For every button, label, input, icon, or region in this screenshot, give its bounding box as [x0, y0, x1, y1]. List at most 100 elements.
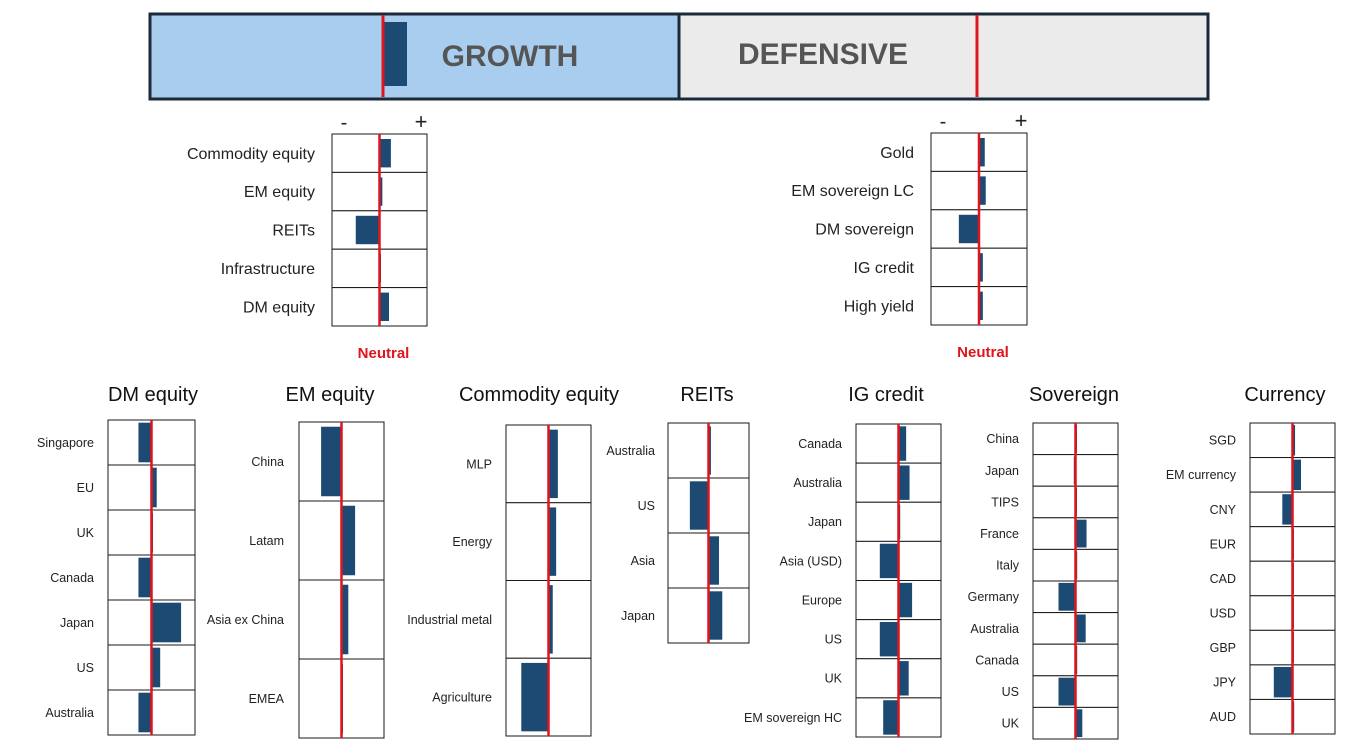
growth-neutral-label: Neutral: [358, 345, 410, 362]
dm-equity-bar: [138, 557, 152, 598]
defensive-category-label: EM sovereign LC: [791, 183, 914, 200]
currency-category-label: EM currency: [1166, 468, 1237, 482]
sovereign-bar: [1058, 677, 1076, 706]
currency-bar: [1273, 666, 1293, 698]
currency-category-label: SGD: [1209, 434, 1236, 448]
currency-category-label: CNY: [1210, 503, 1237, 517]
dm-equity-bar: [138, 422, 152, 463]
ig-credit-bar: [898, 661, 909, 696]
ig-credit-panel: Canada Australia Japan Asia (USD) Europe US UK…: [744, 384, 942, 738]
sovereign-category-label: UK: [1002, 717, 1020, 731]
currency-bar: [1292, 425, 1296, 456]
reits-category-label: US: [638, 499, 655, 513]
reits-category-label: Australia: [606, 444, 655, 458]
growth-category-label: Infrastructure: [221, 261, 315, 278]
defensive-neutral-label: Neutral: [957, 344, 1009, 361]
growth-panel: Commodity equity EM equity REITs Infrastruc…: [187, 109, 428, 362]
defensive-bar: [979, 137, 985, 167]
currency-category-label: JPY: [1213, 676, 1237, 690]
ig-credit-category-label: Canada: [798, 437, 842, 451]
ig-credit-category-label: Japan: [808, 515, 842, 529]
ig-credit-category-label: US: [825, 633, 842, 647]
growth-bar: [379, 138, 391, 168]
commodity-equity-bar: [548, 507, 557, 576]
ig-credit-title: IG credit: [848, 384, 924, 406]
growth-category-label: DM equity: [243, 299, 315, 316]
sovereign-bar: [1075, 709, 1083, 738]
defensive-bar: [979, 291, 983, 321]
dm-equity-category-label: Japan: [60, 616, 94, 630]
ig-credit-bar: [879, 543, 899, 579]
growth-banner-label: GROWTH: [442, 40, 579, 73]
defensive-category-label: Gold: [880, 145, 914, 162]
sovereign-category-label: Canada: [975, 653, 1019, 667]
reits-bar: [689, 481, 709, 530]
em-equity-title: EM equity: [286, 384, 375, 406]
em-equity-category-label: Asia ex China: [207, 613, 284, 627]
reits-panel: Australia US Asia Japan REITs: [606, 384, 750, 644]
ig-credit-category-label: Asia (USD): [779, 554, 842, 568]
growth-bar: [355, 215, 380, 245]
growth-banner-bar: [383, 22, 407, 86]
ig-credit-category-label: UK: [825, 672, 843, 686]
ig-credit-category-label: Europe: [802, 593, 842, 607]
currency-title: Currency: [1244, 384, 1325, 406]
em-equity-category-label: Latam: [249, 534, 284, 548]
sovereign-bar: [1075, 614, 1086, 643]
sovereign-category-label: Italy: [996, 559, 1020, 573]
currency-category-label: AUD: [1210, 710, 1236, 724]
growth-bar: [379, 177, 383, 206]
dm-equity-panel: Singapore EU UK Canada Japan US Australia DM eq…: [37, 384, 198, 736]
commodity-equity-bar: [521, 662, 549, 732]
sovereign-panel: China Japan TIPS France Italy Germany Australi…: [968, 384, 1119, 740]
reits-category-label: Asia: [631, 554, 655, 568]
defensive-category-label: IG credit: [854, 260, 915, 277]
currency-category-label: EUR: [1210, 537, 1236, 551]
commodity-equity-category-label: MLP: [466, 457, 492, 471]
defensive-bar: [979, 253, 983, 282]
defensive-banner-label: DEFENSIVE: [738, 38, 908, 71]
reits-title: REITs: [680, 384, 733, 406]
dm-equity-category-label: Australia: [45, 706, 94, 720]
growth-banner-background: [148, 12, 681, 101]
defensive-banner-background: [677, 12, 1210, 101]
dm-equity-title: DM equity: [108, 384, 198, 406]
growth-scale-minus: -: [341, 112, 348, 134]
dm-equity-bar: [151, 467, 157, 508]
growth-bar: [379, 292, 389, 322]
commodity-equity-category-label: Industrial metal: [407, 613, 492, 627]
defensive-category-label: DM sovereign: [815, 222, 914, 239]
growth-category-label: REITs: [272, 223, 315, 240]
currency-bar: [1282, 494, 1293, 525]
defensive-category-label: High yield: [844, 298, 914, 315]
em-equity-panel: China Latam Asia ex China EMEA EM equity: [207, 384, 385, 739]
sovereign-bar: [1058, 582, 1076, 611]
reits-bar: [708, 536, 720, 585]
dm-equity-bar: [151, 602, 182, 643]
ig-credit-category-label: EM sovereign HC: [744, 711, 842, 725]
em-equity-category-label: EMEA: [249, 692, 285, 706]
sovereign-category-label: Australia: [970, 622, 1019, 636]
defensive-scale-minus: -: [940, 111, 947, 133]
commodity-equity-title: Commodity equity: [459, 384, 619, 406]
ig-credit-bar: [898, 465, 910, 500]
sovereign-category-label: China: [986, 432, 1019, 446]
dm-equity-category-label: UK: [77, 526, 95, 540]
em-equity-bar: [341, 584, 349, 655]
sovereign-category-label: TIPS: [991, 495, 1019, 509]
commodity-equity-bar: [548, 429, 558, 499]
sovereign-category-label: Germany: [968, 590, 1020, 604]
dm-equity-category-label: Singapore: [37, 436, 94, 450]
sovereign-category-label: Japan: [985, 464, 1019, 478]
commodity-equity-category-label: Energy: [452, 535, 492, 549]
ig-credit-bar: [898, 582, 913, 618]
defensive-bar: [979, 176, 986, 205]
defensive-panel: Gold EM sovereign LC DM sovereign IG credit…: [791, 108, 1028, 361]
sovereign-bar: [1075, 519, 1087, 548]
growth-defensive-banner: GROWTH DEFENSIVE: [148, 12, 1210, 101]
ig-credit-bar: [879, 621, 899, 657]
em-equity-category-label: China: [251, 455, 284, 469]
commodity-equity-bar: [548, 585, 553, 654]
currency-category-label: CAD: [1210, 572, 1236, 586]
